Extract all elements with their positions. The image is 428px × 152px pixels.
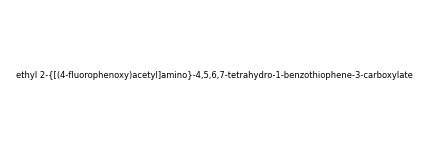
Text: ethyl 2-{[(4-fluorophenoxy)acetyl]amino}-4,5,6,7-tetrahydro-1-benzothiophene-3-c: ethyl 2-{[(4-fluorophenoxy)acetyl]amino}… [15, 71, 413, 81]
